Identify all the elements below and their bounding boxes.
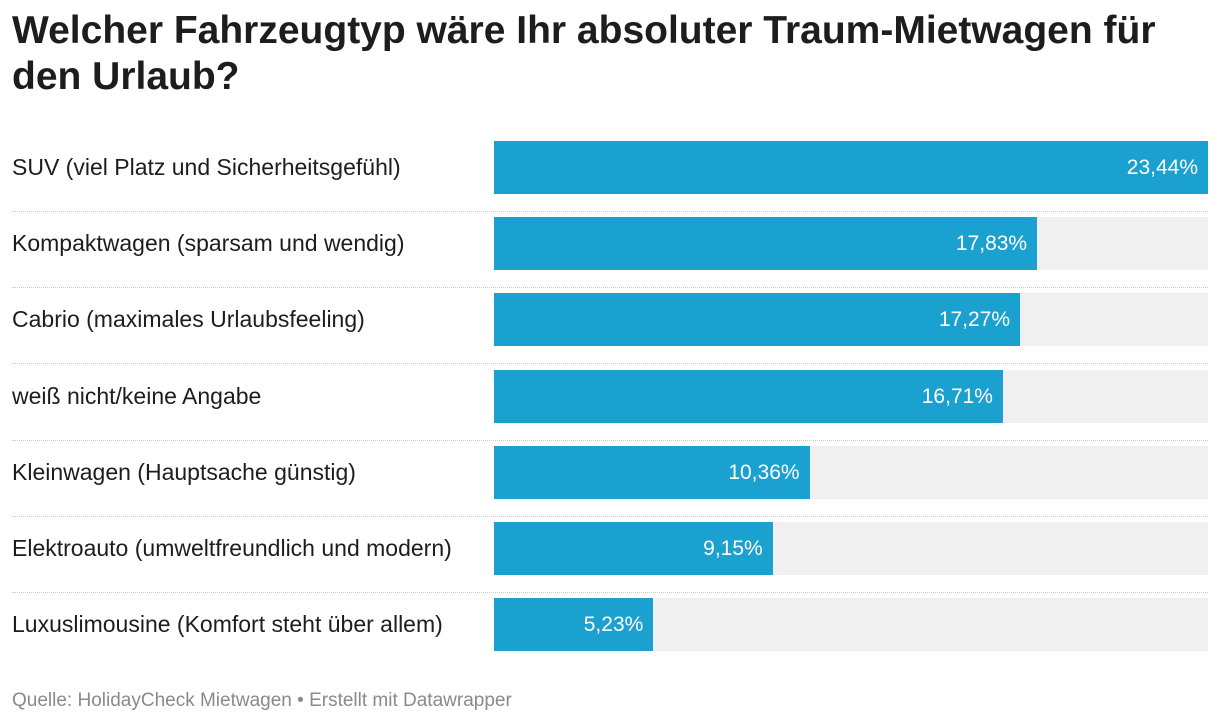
bar: 17,83% bbox=[494, 217, 1038, 271]
value-label: 17,83% bbox=[955, 232, 1028, 256]
bar-row: Kompaktwagen (sparsam und wendig) 17,83% bbox=[12, 212, 1208, 289]
row-divider bbox=[12, 515, 1208, 517]
value-label: 9,15% bbox=[703, 537, 763, 560]
bar-track: 23,44% bbox=[494, 141, 1208, 194]
bar-row: Cabrio (maximales Urlaubsfeeling) 17,27% bbox=[12, 288, 1208, 365]
value-label: 17,27% bbox=[938, 308, 1011, 332]
row-divider bbox=[12, 211, 1208, 212]
category-label: Kompaktwagen (sparsam und wendig) bbox=[12, 230, 405, 257]
category-label: Elektroauto (umweltfreundlich und modern… bbox=[12, 535, 452, 561]
bar-row: Luxuslimousine (Komfort steht über allem… bbox=[12, 593, 1208, 669]
value-label: 5,23% bbox=[583, 613, 644, 637]
value-label: 10,36% bbox=[728, 460, 800, 484]
source-note: Quelle: HolidayCheck Mietwagen • Erstell… bbox=[12, 690, 512, 711]
value-label: 23,44% bbox=[1126, 156, 1198, 179]
row-divider bbox=[12, 287, 1208, 289]
bar-track: 16,71% bbox=[494, 369, 1208, 423]
bar-row: weiß nicht/keine Angabe 16,71% bbox=[12, 365, 1208, 441]
chart-title: Welcher Fahrzeugtyp wäre Ihr absoluter T… bbox=[12, 9, 1156, 98]
bar-track: 9,15% bbox=[494, 522, 1208, 575]
category-label: weiß nicht/keine Angabe bbox=[12, 382, 262, 409]
bar: 16,71% bbox=[494, 369, 1003, 423]
value-label: 16,71% bbox=[921, 384, 993, 408]
row-divider bbox=[12, 439, 1208, 441]
category-label: SUV (viel Platz und Sicherheitsgefühl) bbox=[12, 154, 401, 180]
row-divider bbox=[12, 592, 1208, 593]
bar: 9,15% bbox=[494, 522, 773, 575]
category-label: Cabrio (maximales Urlaubsfeeling) bbox=[12, 306, 365, 333]
bar: 10,36% bbox=[494, 445, 810, 499]
bar-track: 5,23% bbox=[494, 598, 1208, 652]
category-label: Kleinwagen (Hauptsache günstig) bbox=[12, 458, 356, 485]
row-divider bbox=[12, 363, 1208, 365]
bar: 23,44% bbox=[494, 141, 1208, 194]
bar: 5,23% bbox=[494, 598, 654, 652]
bar-track: 17,27% bbox=[494, 293, 1208, 347]
bar-track: 10,36% bbox=[494, 445, 1208, 499]
bar: 17,27% bbox=[494, 293, 1021, 347]
bar-row: Elektroauto (umweltfreundlich und modern… bbox=[12, 517, 1208, 593]
category-label: Luxuslimousine (Komfort steht über allem… bbox=[12, 611, 443, 638]
bar-row: SUV (viel Platz und Sicherheitsgefühl) 23… bbox=[12, 136, 1208, 212]
bar-track: 17,83% bbox=[494, 217, 1208, 271]
bar-row: Kleinwagen (Hauptsache günstig) 10,36% bbox=[12, 441, 1208, 517]
